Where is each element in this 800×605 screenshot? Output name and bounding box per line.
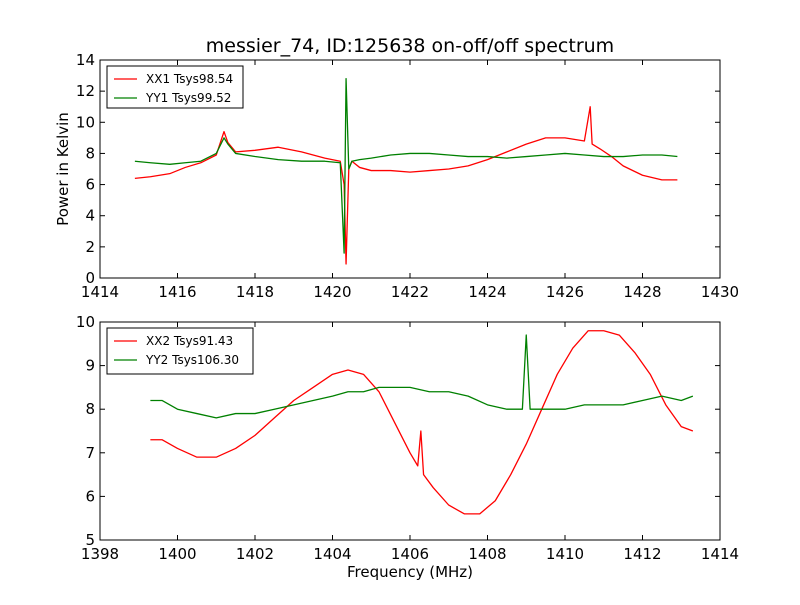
y-tick-label: 5: [85, 531, 95, 549]
legend-entry-2: YY1 Tsys99.52: [145, 91, 231, 105]
x-tick-label: 1414: [701, 545, 739, 563]
x-tick-label: 1430: [701, 283, 739, 301]
legend-box: [106, 65, 244, 109]
chart-panel-2: 1398 1400 1402 1404 1406 1408 1410 1412 1414 5 6 7 8…: [76, 313, 739, 581]
y-tick-label: 10: [76, 313, 95, 331]
y-tick-label: 12: [76, 82, 95, 100]
y-tick-label: 6: [85, 487, 95, 505]
x-tick-label: 1404: [313, 545, 351, 563]
x-tick-label: 1412: [623, 545, 661, 563]
y-tick-label: 4: [85, 207, 95, 225]
legend-entry-2: YY2 Tsys106.30: [145, 353, 239, 367]
x-tick-label: 1426: [546, 283, 584, 301]
chart-panel-1: 1414 1416 1418 1420 1422 1424 1426 1428 1430 0 2 4 6…: [54, 35, 739, 301]
series-line-1-2: [134, 78, 678, 254]
legend-box: [106, 327, 254, 375]
x-tick-label: 1398: [81, 545, 119, 563]
y-tick-label: 9: [85, 357, 95, 375]
x-tick-label: 1406: [391, 545, 429, 563]
y-tick-label: 0: [85, 269, 95, 287]
series-line-1-1: [134, 106, 678, 265]
y-tick-label: 8: [85, 144, 95, 162]
y-tick-label: 8: [85, 400, 95, 418]
x-tick-label: 1428: [623, 283, 661, 301]
x-tick-label: 1420: [313, 283, 351, 301]
y-tick-label: 14: [76, 51, 95, 69]
series-line-2-2: [150, 334, 694, 419]
y-tick-label: 10: [76, 113, 95, 131]
x-tick-label: 1424: [468, 283, 506, 301]
x-tick-label: 1408: [468, 545, 506, 563]
y-tick-label: 2: [85, 238, 95, 256]
x-tick-label: 1418: [236, 283, 274, 301]
x-tick-label: 1422: [391, 283, 429, 301]
x-tick-label: 1400: [158, 545, 196, 563]
y-tick-label: 7: [85, 444, 95, 462]
legend-entry-1: XX2 Tsys91.43: [146, 334, 233, 348]
x-tick-label: 1416: [158, 283, 196, 301]
y-tick-label: 6: [85, 176, 95, 194]
chart-title: messier_74, ID:125638 on-off/off spectru…: [206, 35, 614, 57]
x-tick-label: 1414: [81, 283, 119, 301]
series-line-2-1: [150, 330, 694, 515]
x-tick-label: 1402: [236, 545, 274, 563]
x-axis-label: Frequency (MHz): [347, 563, 473, 581]
legend: XX1 Tsys98.54 YY1 Tsys99.52: [106, 65, 244, 109]
x-tick-label: 1410: [546, 545, 584, 563]
legend-entry-1: XX1 Tsys98.54: [146, 72, 233, 86]
legend: XX2 Tsys91.43 YY2 Tsys106.30: [106, 327, 254, 375]
y-axis-label: Power in Kelvin: [54, 112, 72, 226]
